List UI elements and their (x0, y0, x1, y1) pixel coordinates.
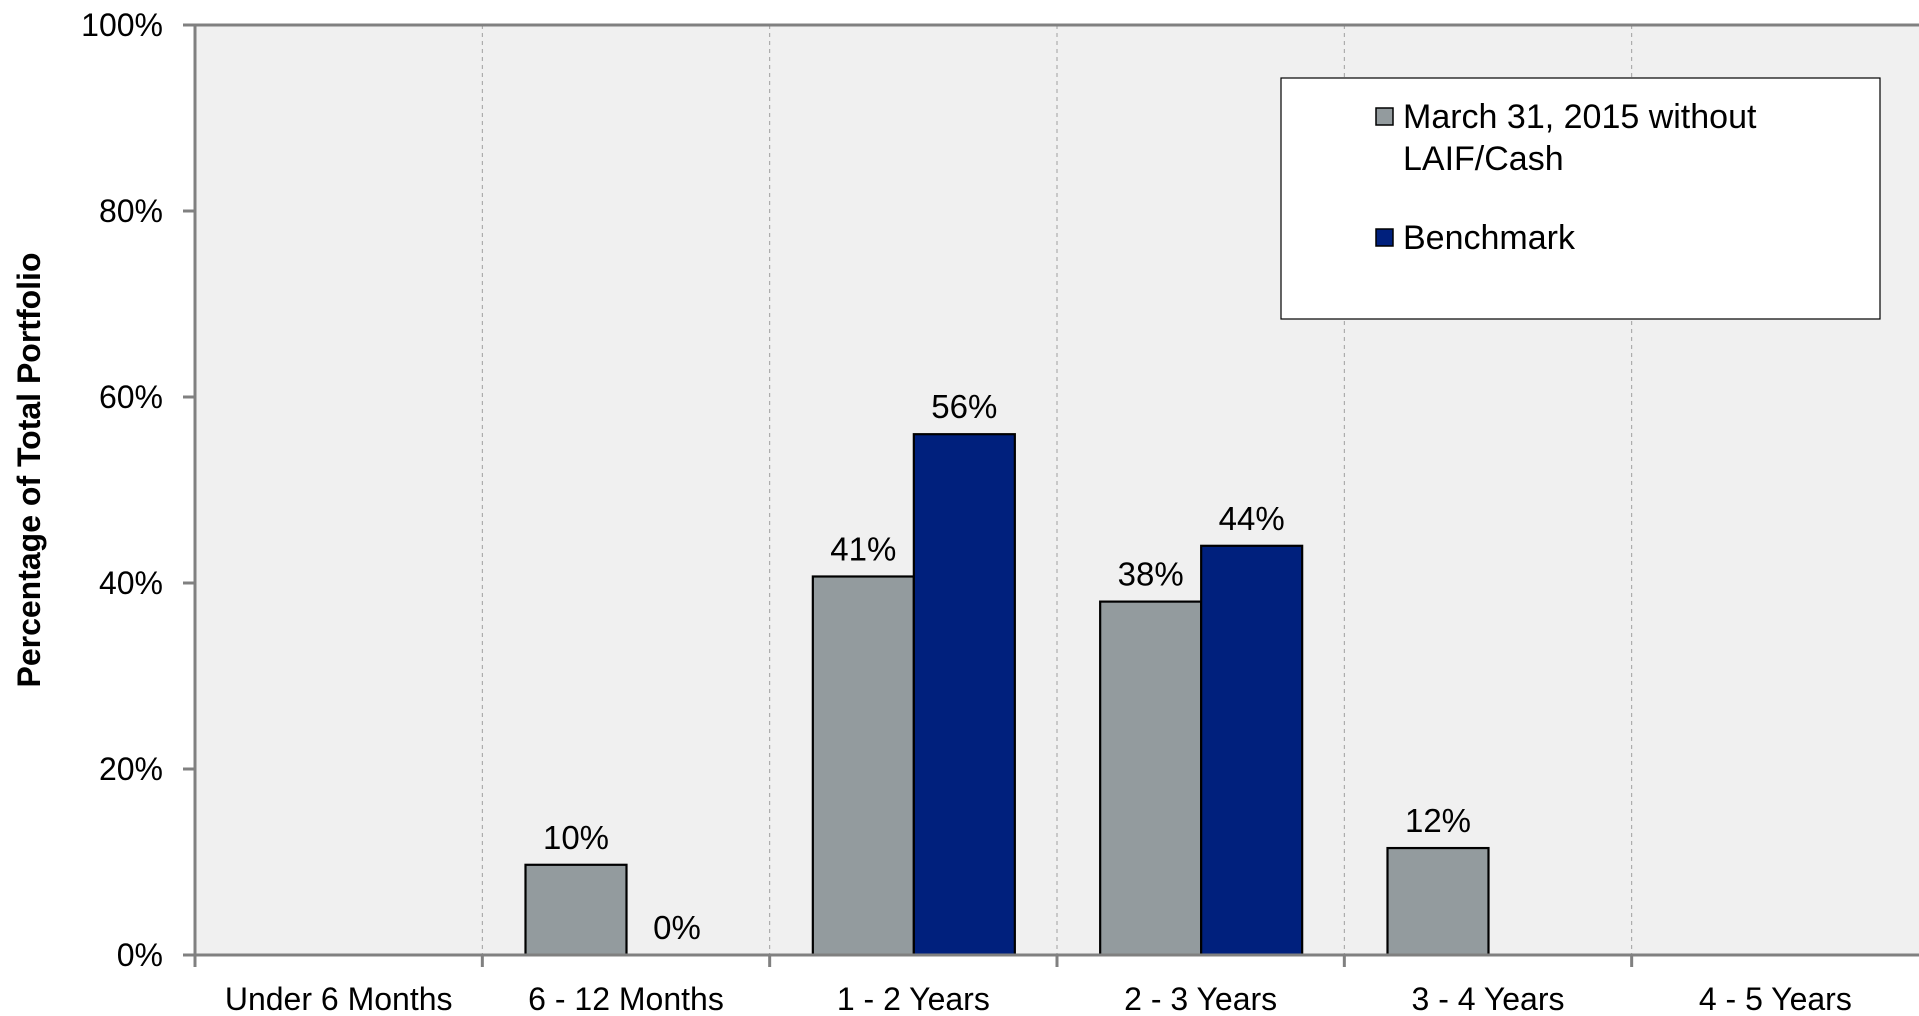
y-tick-label-1: 20% (99, 751, 163, 787)
bar-series-2-3 (1200, 544, 1304, 957)
data-label-series-2-1: 0% (653, 909, 701, 946)
axes: 0% 20% 40% 60% 80% 100% Under 6 Months 6 - 12 M… (81, 7, 1919, 1016)
data-label-series-1-2: 41% (830, 530, 896, 567)
y-tick-label-4: 80% (99, 193, 163, 229)
y-axis-title: Percentage of Total Portfolio (11, 253, 47, 688)
x-tick-label-1: 6 - 12 Months (528, 981, 724, 1016)
x-tick-label-4: 3 - 4 Years (1412, 981, 1565, 1016)
y-tick-label-0: 0% (117, 937, 163, 973)
bar-series-1-1 (524, 863, 628, 957)
y-tick-label-2: 40% (99, 565, 163, 601)
legend-label-series-1: March 31, 2015 without LAIF/Cash (1403, 98, 1757, 178)
data-label-series-1-3: 38% (1118, 556, 1184, 593)
legend-label-series-2: Benchmark (1403, 219, 1576, 257)
data-labels: 10% 41% 38% 12% 0% 56% 44% (543, 388, 1471, 946)
x-tick-label-2: 1 - 2 Years (837, 981, 990, 1016)
bar-series-2-2 (912, 433, 1016, 957)
legend-swatch-series-1 (1375, 107, 1394, 126)
x-tick-label-3: 2 - 3 Years (1124, 981, 1277, 1016)
bar-series-1-4 (1386, 846, 1490, 957)
data-label-series-1-4: 12% (1405, 802, 1471, 839)
bar-series-1-2 (811, 575, 915, 957)
y-tick-label-3: 60% (99, 379, 163, 415)
legend: March 31, 2015 without LAIF/Cash Benchmar… (1280, 77, 1881, 320)
y-tick-label-5: 100% (81, 7, 163, 43)
x-tick-label-5: 4 - 5 Years (1699, 981, 1852, 1016)
data-label-series-1-1: 10% (543, 819, 609, 856)
data-label-series-2-3: 44% (1219, 500, 1285, 537)
x-tick-label-0: Under 6 Months (225, 981, 453, 1016)
data-label-series-2-2: 56% (931, 388, 997, 425)
legend-swatch-series-2 (1375, 228, 1394, 247)
bar-series-1-3 (1099, 600, 1203, 957)
bars (524, 433, 1490, 957)
